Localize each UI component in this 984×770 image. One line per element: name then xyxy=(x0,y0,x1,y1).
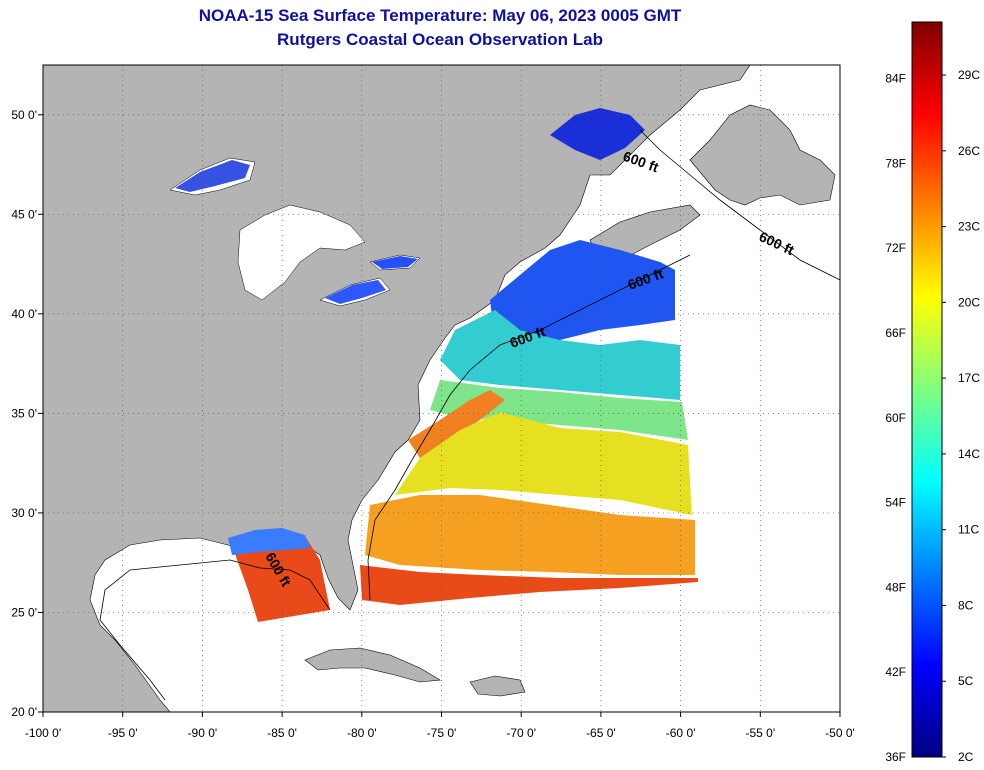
lon-tick-label: -90 0' xyxy=(188,726,218,740)
sst-gulf-of-mexico-coastal xyxy=(228,528,310,555)
colorbar-f-label: 66F xyxy=(885,326,906,340)
colorbar-f-label: 48F xyxy=(885,580,906,594)
colorbar xyxy=(911,21,943,758)
sst-mid-atlantic-shelf xyxy=(440,310,680,400)
colorbar-f-label: 42F xyxy=(885,665,906,679)
lon-tick-label: -85 0' xyxy=(267,726,297,740)
colorbar-c-label: 14C xyxy=(958,447,980,461)
lon-tick-label: -95 0' xyxy=(108,726,138,740)
lat-tick-label: 40 0' xyxy=(11,307,37,321)
sst-gulf-of-mexico xyxy=(230,530,330,622)
isobath-line xyxy=(367,254,691,601)
sst-sargasso-yellow xyxy=(395,412,692,515)
colorbar-c-label: 20C xyxy=(958,295,980,309)
sst-south-atlantic-red xyxy=(360,565,698,605)
lon-tick-label: -80 0' xyxy=(347,726,377,740)
sst-lake-ontario xyxy=(372,256,418,269)
lat-tick-label: 20 0' xyxy=(11,705,37,719)
colorbar-c-label: 29C xyxy=(958,68,980,82)
land-hispaniola xyxy=(469,675,526,697)
lake-michigan-huron xyxy=(237,204,366,301)
colorbar-c-label: 17C xyxy=(958,371,980,385)
colorbar-f-label: 72F xyxy=(885,241,906,255)
lon-tick-label: -75 0' xyxy=(427,726,457,740)
sst-gulf-stream xyxy=(408,390,505,458)
lat-tick-label: 50 0' xyxy=(11,108,37,122)
lat-tick-label: 45 0' xyxy=(11,207,37,221)
colorbar-f-label: 36F xyxy=(885,750,906,764)
lat-tick-label: 25 0' xyxy=(11,605,37,619)
colorbar-f-label: 84F xyxy=(885,72,906,86)
isobath-line xyxy=(639,129,840,281)
colorbar-c-label: 8C xyxy=(958,598,974,612)
colorbar-c-label: 26C xyxy=(958,144,980,158)
colorbar-c-label: 23C xyxy=(958,220,980,234)
land-cuba xyxy=(304,647,441,683)
chart-subtitle: Rutgers Coastal Ocean Observation Lab xyxy=(277,30,603,49)
lon-tick-label: -60 0' xyxy=(666,726,696,740)
lon-tick-label: -50 0' xyxy=(825,726,855,740)
chart-title: NOAA-15 Sea Surface Temperature: May 06,… xyxy=(198,6,682,25)
colorbar-f-label: 60F xyxy=(885,411,906,425)
sst-south-atlantic-orange xyxy=(365,495,695,575)
colorbar-c-label: 2C xyxy=(958,750,974,764)
sst-lake-erie xyxy=(325,280,386,304)
colorbar-f-label: 54F xyxy=(885,496,906,510)
lon-tick-label: -100 0' xyxy=(25,726,61,740)
colorbar-c-label: 11C xyxy=(958,523,979,537)
colorbar-c-label: 5C xyxy=(958,674,974,688)
lon-tick-label: -55 0' xyxy=(745,726,775,740)
colorbar-f-label: 78F xyxy=(885,156,906,170)
lat-tick-label: 30 0' xyxy=(11,506,37,520)
lat-tick-label: 35 0' xyxy=(11,406,37,420)
isobath-line xyxy=(99,559,331,701)
lon-tick-label: -70 0' xyxy=(506,726,536,740)
sst-gulf-of-maine xyxy=(490,240,675,345)
land-newfoundland xyxy=(689,104,836,206)
sst-lake-superior xyxy=(175,160,250,192)
sst-gulf-st-lawrence xyxy=(550,108,645,160)
lon-tick-label: -65 0' xyxy=(586,726,616,740)
land-north-america xyxy=(43,65,751,712)
